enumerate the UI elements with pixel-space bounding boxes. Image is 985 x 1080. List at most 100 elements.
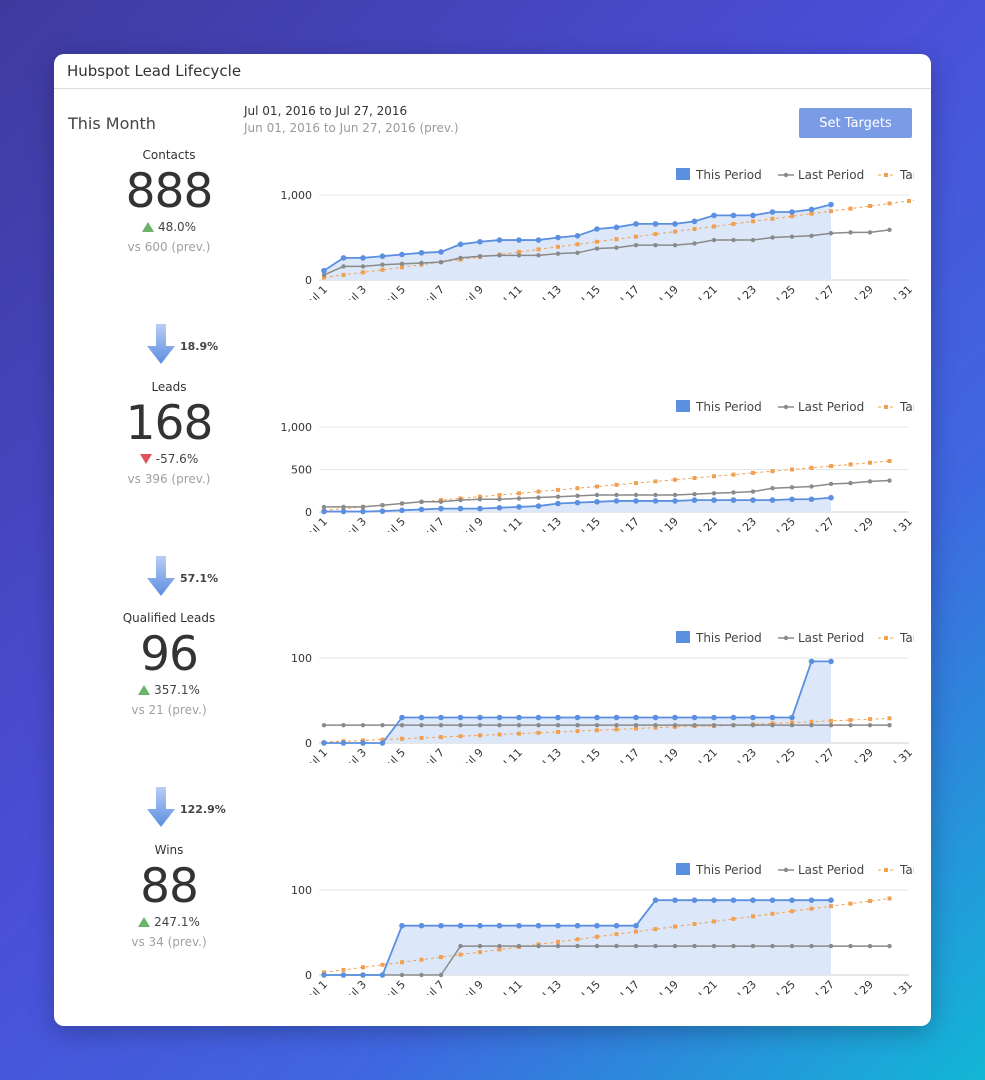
this-period-point xyxy=(379,508,386,514)
last-period-point xyxy=(692,722,697,728)
this-period-point xyxy=(340,972,347,978)
target-point xyxy=(731,221,736,226)
this-period-point xyxy=(652,897,659,903)
last-period-point xyxy=(555,943,561,949)
chart-qualified-leads: 0 100 Jul 1 Jul 3 Jul 5 Jul 7 Jul 9 Jul 11 Jul 1… xyxy=(274,613,914,763)
target-point xyxy=(907,198,911,203)
this-period-point xyxy=(574,233,581,239)
target-point xyxy=(887,896,892,901)
last-period-point xyxy=(750,489,756,494)
x-tick-label: Jul 11 xyxy=(493,978,525,995)
x-tick-label: Jul 5 xyxy=(381,978,408,995)
last-period-point xyxy=(848,480,853,486)
last-period-point xyxy=(477,254,483,259)
conversion-leads-qualified: 57.1% xyxy=(147,556,237,598)
x-tick-label: Jul 21 xyxy=(688,283,720,300)
this-period-point xyxy=(399,507,405,514)
target-point xyxy=(887,201,892,206)
metric-name: Contacts xyxy=(142,148,196,162)
last-period-point xyxy=(360,722,366,728)
target-point xyxy=(790,720,794,725)
last-period-point xyxy=(614,943,619,949)
target-point xyxy=(848,206,853,211)
last-period-point xyxy=(653,242,658,248)
target-point xyxy=(497,947,502,952)
target-point xyxy=(575,242,580,247)
this-period-point xyxy=(555,234,561,241)
x-tick-label: Jul 19 xyxy=(649,978,681,995)
this-period-point xyxy=(438,505,444,512)
this-period-point xyxy=(360,740,366,746)
last-period-point xyxy=(887,478,892,483)
last-period-point xyxy=(887,943,892,949)
metric-wins: Wins 88 247.1% vs 34 (prev.) xyxy=(94,843,244,949)
trend-up-icon xyxy=(141,222,154,232)
target-point xyxy=(712,919,716,924)
this-period-point xyxy=(594,714,600,721)
x-tick-label: Jul 31 xyxy=(883,283,914,300)
target-point xyxy=(556,487,560,492)
target-point xyxy=(829,904,833,909)
target-point xyxy=(653,479,658,484)
legend-swatch-this-period xyxy=(676,400,690,412)
x-tick-label: Jul 27 xyxy=(805,746,837,763)
this-period-point xyxy=(711,897,717,903)
legend-label: This Period xyxy=(695,168,762,182)
metric-change: -57.6% xyxy=(94,452,244,466)
last-period-point xyxy=(633,722,639,728)
last-period-point xyxy=(867,722,873,728)
target-point xyxy=(692,922,697,926)
this-period-point xyxy=(340,508,347,515)
x-tick-label: Jul 13 xyxy=(532,515,564,532)
last-period-point xyxy=(516,722,522,728)
metric-change-pct: 48.0% xyxy=(157,220,197,234)
metric-vs: vs 396 (prev.) xyxy=(127,472,211,486)
target-point xyxy=(575,937,580,942)
target-point xyxy=(829,718,833,723)
x-tick-label: Jul 5 xyxy=(381,746,408,763)
last-period-point xyxy=(770,235,775,240)
last-period-point xyxy=(341,504,346,510)
x-tick-label: Jul 15 xyxy=(571,283,603,300)
target-point xyxy=(770,469,775,474)
target-point xyxy=(536,730,541,735)
target-point xyxy=(361,270,365,275)
last-period-point xyxy=(399,501,405,506)
target-point xyxy=(556,729,560,734)
last-period-point xyxy=(711,943,717,949)
target-point xyxy=(322,275,326,280)
last-period-point xyxy=(828,722,834,728)
target-point xyxy=(380,267,385,272)
x-tick-label: Jul 13 xyxy=(532,978,564,995)
x-tick-label: Jul 17 xyxy=(610,283,642,300)
this-period-point xyxy=(321,740,327,746)
last-period-point xyxy=(555,494,561,499)
this-period-point xyxy=(789,209,795,215)
x-tick-label: Jul 7 xyxy=(420,978,447,995)
x-tick-label: Jul 29 xyxy=(844,515,876,532)
target-point xyxy=(770,216,775,221)
last-period-point xyxy=(692,943,697,949)
target-point xyxy=(809,211,814,216)
x-tick-label: Jul 3 xyxy=(342,978,369,995)
set-targets-button[interactable]: Set Targets xyxy=(799,108,912,138)
this-period-point xyxy=(633,714,639,721)
legend-label: Target xyxy=(899,400,914,414)
target-point xyxy=(731,916,736,921)
x-tick-label: Jul 15 xyxy=(571,515,603,532)
y-tick-label: 0 xyxy=(305,737,312,750)
this-period-point xyxy=(516,504,522,510)
target-point xyxy=(809,906,814,911)
last-period-point xyxy=(399,722,405,728)
last-period-point xyxy=(536,943,541,949)
y-tick-label: 0 xyxy=(305,506,312,519)
last-period-point xyxy=(536,253,541,258)
target-point xyxy=(653,927,658,932)
target-point xyxy=(595,934,599,939)
this-period-point xyxy=(750,714,756,721)
last-period-point xyxy=(341,722,346,728)
target-point xyxy=(478,733,482,738)
last-period-point xyxy=(731,722,736,728)
target-point xyxy=(809,465,814,470)
